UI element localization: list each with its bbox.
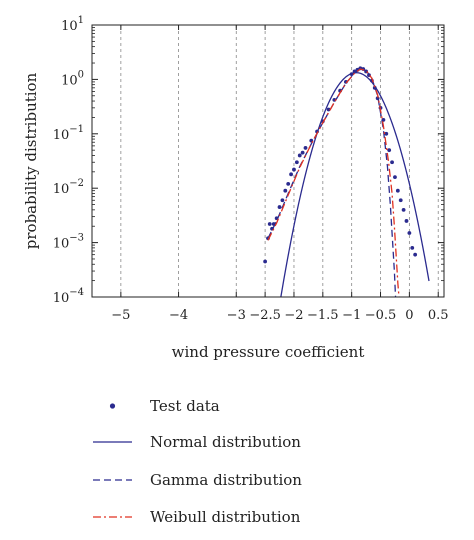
x-tick-label: −0.5 xyxy=(365,308,397,323)
plot-series xyxy=(263,66,430,297)
y-tick-label: 10−1 xyxy=(53,124,84,143)
test-data-point xyxy=(393,175,397,179)
test-data-point xyxy=(384,131,389,136)
test-data-point xyxy=(387,148,392,153)
legend-label-gamma-distribution: Gamma distribution xyxy=(150,471,302,489)
test-data-point xyxy=(300,150,305,155)
test-data-point xyxy=(326,107,331,112)
x-tick-label: −2 xyxy=(284,308,303,323)
y-axis-title: probability distribution xyxy=(22,72,40,249)
test-data-point xyxy=(404,219,409,223)
x-tick-label: −1 xyxy=(342,308,361,323)
x-axis-title: wind pressure coefficient xyxy=(172,343,365,361)
y-tick-label: 10−3 xyxy=(53,233,84,252)
test-data-point xyxy=(390,160,394,165)
y-tick-label: 100 xyxy=(61,69,84,88)
y-tick-label: 10−4 xyxy=(53,287,84,306)
test-data-point xyxy=(263,259,268,264)
grid-lines xyxy=(120,25,439,297)
test-data-point xyxy=(398,198,403,203)
test-data-point xyxy=(267,222,272,226)
test-data-point xyxy=(292,167,296,172)
test-data-point xyxy=(413,252,418,257)
legend-marker-test-data xyxy=(109,403,116,409)
x-tick-label: 0.5 xyxy=(428,308,449,323)
x-tick-label: −4 xyxy=(169,308,188,323)
test-data-point xyxy=(277,205,282,209)
x-tick-label: 0 xyxy=(405,308,413,323)
x-tick-label: −3 xyxy=(227,308,246,323)
x-tick-label: −5 xyxy=(111,308,130,323)
axis-ticks: −5 −4 −3 −2.5 −2 −1.5 −1 −0.5 0 0.5 10−4 10−3 10−2 10… xyxy=(53,15,449,323)
legend-label-test-data: Test data xyxy=(150,397,220,415)
normal-distribution-line xyxy=(280,72,430,297)
test-data-point xyxy=(294,160,299,165)
test-data-point xyxy=(283,188,288,193)
weibull-distribution-line xyxy=(267,68,400,297)
test-data-point xyxy=(407,231,412,235)
test-data-point xyxy=(297,153,302,158)
plot-frame xyxy=(91,24,445,298)
y-tick-label: 101 xyxy=(61,15,84,34)
legend: Test data Normal distribution Gamma distri… xyxy=(93,397,302,526)
x-tick-label: −2.5 xyxy=(249,308,281,323)
legend-label-normal-distribution: Normal distribution xyxy=(150,433,301,451)
y-tick-label: 10−2 xyxy=(53,178,84,197)
test-data-point xyxy=(410,245,415,250)
x-tick-label: −1.5 xyxy=(307,308,339,323)
test-data-point xyxy=(280,198,285,203)
test-data-point xyxy=(401,207,406,212)
test-data-point xyxy=(286,181,291,186)
test-data-point xyxy=(289,172,293,177)
test-data-point xyxy=(395,188,400,193)
legend-label-weibull-distribution: Weibull distribution xyxy=(150,508,301,526)
test-data-point xyxy=(303,146,308,150)
